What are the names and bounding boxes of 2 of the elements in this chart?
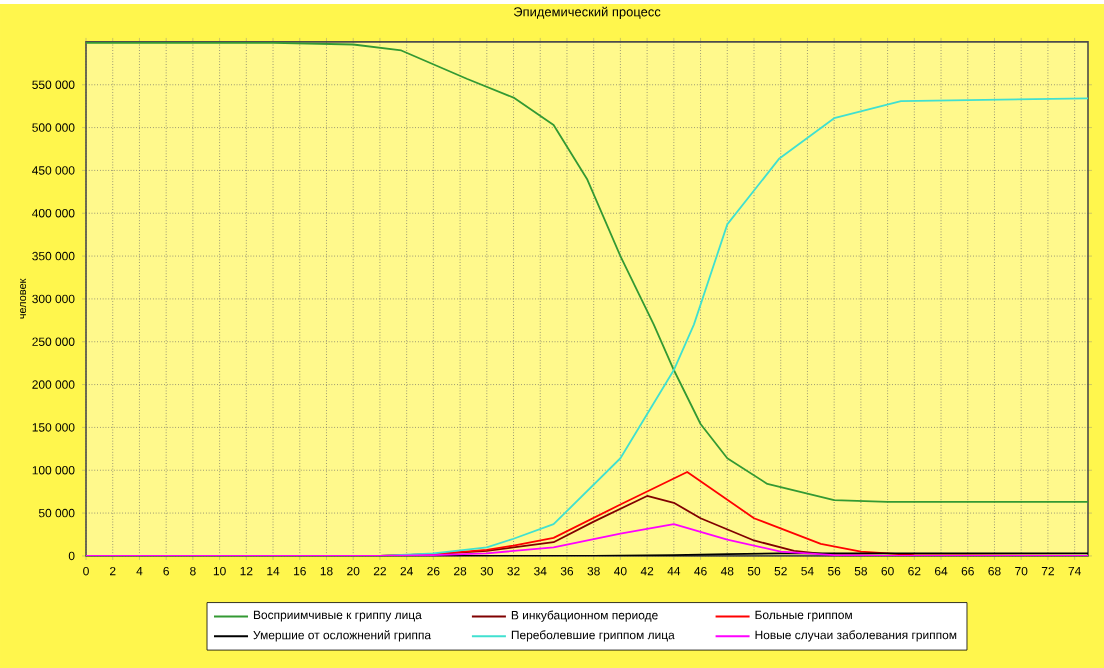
line-series	[86, 523, 1088, 556]
line-series	[86, 41, 1088, 503]
